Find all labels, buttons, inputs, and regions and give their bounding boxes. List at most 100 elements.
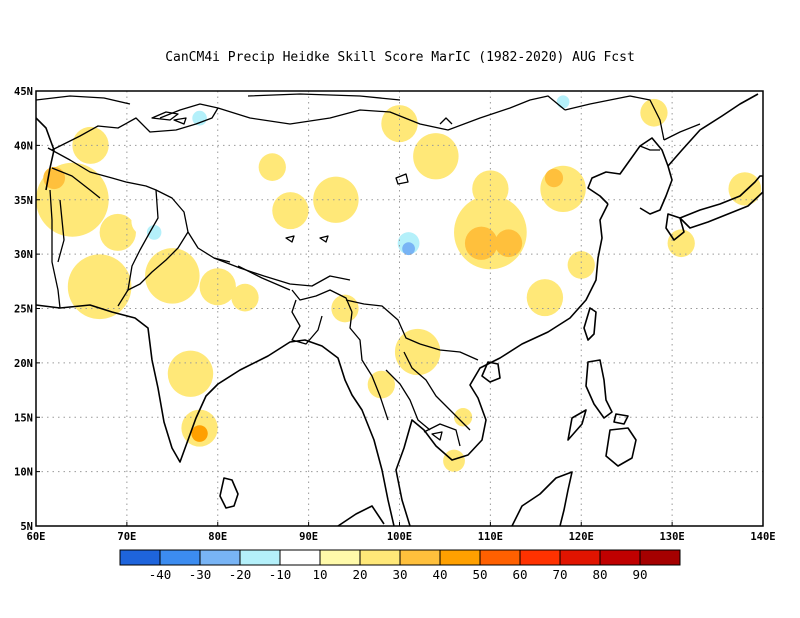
colorbar-label: -20: [229, 567, 252, 582]
skill-region-5: [199, 268, 236, 306]
colorbar-swatch: [319, 549, 361, 566]
colorbar-label: -40: [149, 567, 172, 582]
colorbar-swatch: [479, 549, 521, 566]
skill-region-3: [99, 213, 136, 251]
skill-region-23: [567, 251, 595, 279]
colorbar-swatch: [159, 549, 201, 566]
skill-region-35: [192, 110, 207, 126]
coastlines-and-borders: [36, 93, 763, 526]
island-taiwan: [583, 307, 597, 341]
island-honshu: [679, 175, 763, 229]
border-kazakhstan: [36, 95, 131, 105]
colorbar-swatch: [199, 549, 241, 566]
colorbar-label: -10: [269, 567, 292, 582]
skill-region-42: [540, 100, 586, 147]
lon-tick-label: 120E: [569, 531, 594, 543]
lake-baikal-edge: [439, 117, 453, 125]
lat-tick-label: 45N: [14, 86, 33, 98]
lat-tick-label: 30N: [14, 249, 33, 261]
lat-tick-label: 5N: [20, 521, 33, 533]
skill-region-44: [313, 98, 341, 127]
border-turkmenistan: [51, 167, 101, 199]
border-cambodia: [423, 423, 461, 447]
lat-tick-label: 20N: [14, 358, 33, 370]
border-myanmar: [349, 311, 389, 421]
skill-region-17: [464, 226, 498, 260]
colorbar-label: 60: [512, 567, 527, 582]
skill-region-24: [394, 328, 441, 376]
skill-region-27: [454, 408, 473, 427]
colorbar-swatch: [239, 549, 281, 566]
lon-tick-label: 60E: [27, 531, 46, 543]
skill-region-10: [231, 283, 259, 312]
map-title: CanCM4i Precip Heidke Skill Score MarIC …: [165, 50, 635, 65]
colorbar-swatch: [519, 549, 561, 566]
lat-tick-label: 40N: [14, 140, 33, 152]
coastline-north-china: [587, 137, 673, 215]
border-central-asia: [51, 103, 219, 151]
skill-region-6: [72, 126, 109, 164]
colorbar-swatch: [559, 549, 601, 566]
skill-region-9: [191, 425, 208, 442]
lon-tick-label: 70E: [117, 531, 136, 543]
colorbar-label: 10: [312, 567, 327, 582]
lake-balkhash: [151, 111, 179, 121]
border-himalaya: [213, 257, 351, 287]
colorbar-swatch: [399, 549, 441, 566]
skill-region-39: [402, 242, 415, 256]
lake-issyk-kul: [173, 117, 187, 125]
border-iran: [49, 189, 61, 309]
border-mongolia-north: [247, 93, 401, 101]
lake-tonle-sap: [431, 431, 443, 441]
skill-region-43: [556, 95, 570, 109]
border-russia-coast: [663, 123, 701, 141]
skill-region-2: [67, 254, 132, 320]
skill-region-21: [472, 170, 509, 208]
skill-region-30: [728, 172, 762, 206]
border-laos-vietnam: [403, 351, 471, 431]
coastline-indochina: [395, 203, 609, 526]
skill-region-41: [322, 327, 350, 355]
skill-region-33: [146, 224, 162, 240]
island-luzon: [585, 359, 613, 419]
colorbar-label: 80: [592, 567, 607, 582]
lon-tick-label: 80E: [208, 531, 227, 543]
border-china-vietnam: [419, 343, 479, 361]
skill-region-15: [413, 133, 459, 180]
axis-tick-labels: 60E 70E 80E 90E 100E 110E 120E 130E 140E 5N 10N 15N…: [14, 86, 776, 543]
skill-region-18: [494, 229, 523, 258]
skill-region-31: [640, 98, 668, 127]
colorbar-swatch: [359, 549, 401, 566]
colorbar-label: 40: [432, 567, 447, 582]
skill-region-14: [381, 105, 418, 143]
lake-tibet-2: [319, 235, 329, 243]
lon-tick-label: 90E: [299, 531, 318, 543]
lake-tibet-1: [285, 235, 295, 243]
skill-region-22: [526, 279, 564, 317]
island-visayas: [613, 413, 629, 425]
colorbar-swatch: [639, 549, 681, 566]
coastline-korea-russia: [667, 93, 759, 167]
island-sumatra: [337, 505, 385, 526]
skill-region-11: [313, 176, 359, 223]
skill-region-36: [234, 101, 256, 124]
colorbar: -40 -30 -20 -10 10 20 30 40 50 60 70 80 90: [119, 549, 681, 582]
border-bangladesh: [291, 299, 323, 345]
lat-tick-label: 35N: [14, 195, 33, 207]
skill-score-fill-layer: [36, 91, 762, 472]
skill-region-40: [344, 257, 382, 295]
border-india-pakistan: [127, 231, 189, 291]
border-korea: [639, 145, 660, 151]
skill-region-7: [167, 350, 214, 397]
colorbar-swatch: [599, 549, 641, 566]
colorbar-label: 20: [352, 567, 367, 582]
skill-region-45: [687, 91, 712, 114]
skill-region-13: [258, 153, 286, 181]
skill-region-25: [367, 370, 395, 399]
border-thailand: [385, 369, 431, 431]
skill-region-12: [272, 192, 309, 230]
island-borneo: [511, 471, 573, 526]
lake-qinghai: [395, 173, 409, 185]
colorbar-swatch: [439, 549, 481, 566]
